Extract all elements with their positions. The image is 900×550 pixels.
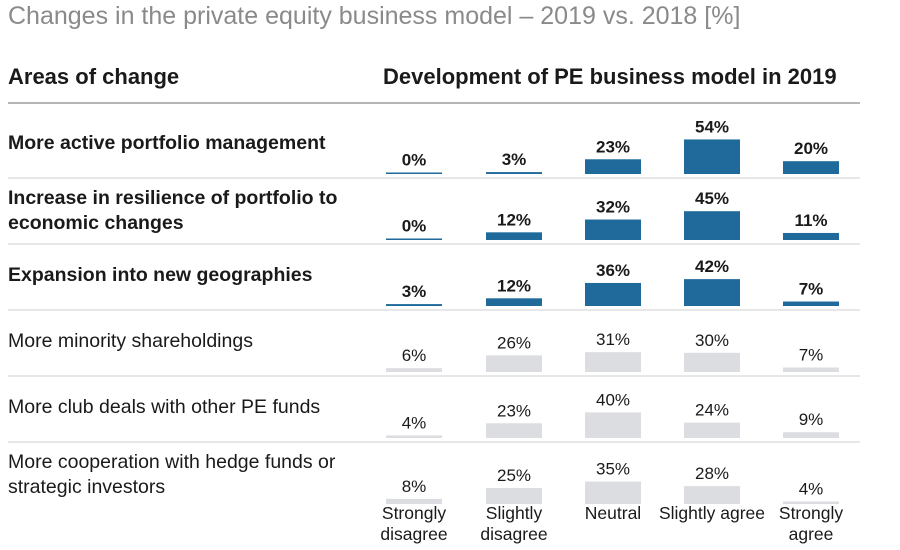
data-label: 24%	[695, 401, 729, 420]
column-label: Neutral	[558, 503, 668, 524]
row-label-line: More club deals with other PE funds	[8, 396, 321, 418]
bar	[684, 211, 740, 240]
bar	[783, 161, 839, 174]
data-label: 32%	[596, 198, 630, 217]
bar	[486, 298, 542, 306]
column-label-line: Neutral	[584, 503, 642, 523]
bar	[386, 172, 442, 174]
bar	[585, 219, 641, 240]
bar	[486, 172, 542, 174]
bar	[783, 501, 839, 504]
bar	[386, 304, 442, 306]
areas-header: Areas of change	[8, 64, 180, 89]
data-label: 9%	[799, 410, 824, 429]
column-label-line: Slightly	[485, 503, 543, 523]
bar	[585, 159, 641, 174]
column-label: Strongly agree	[756, 503, 866, 545]
bar	[386, 238, 442, 240]
column-label-line: disagree	[380, 524, 448, 544]
data-label: 6%	[402, 346, 427, 365]
row-label: Increase in resilience of portfolio to ec…	[8, 186, 368, 236]
column-label-line: Slightly agree	[658, 503, 766, 523]
data-label: 20%	[794, 139, 828, 158]
data-label: 28%	[695, 464, 729, 483]
bar	[684, 279, 740, 306]
bar	[783, 232, 839, 240]
bar	[684, 486, 740, 504]
bar	[783, 432, 839, 438]
bar	[585, 412, 641, 438]
data-label: 23%	[497, 401, 531, 420]
row-label-line: economic changes	[8, 212, 184, 234]
data-label: 25%	[497, 466, 531, 485]
data-label: 11%	[794, 211, 827, 230]
row-label: More cooperation with hedge funds or stra…	[8, 450, 368, 500]
bar	[684, 139, 740, 174]
row-label: More club deals with other PE funds	[8, 395, 368, 420]
bar	[386, 498, 442, 504]
bar	[783, 301, 839, 306]
bar	[783, 367, 839, 372]
column-label-line: Strongly	[381, 503, 447, 523]
development-header: Development of PE business model in 2019	[383, 64, 837, 89]
row-label-line: More minority shareholdings	[8, 330, 253, 352]
row-label-line: More cooperation with hedge funds or	[8, 451, 336, 473]
column-label: Strongly disagree	[359, 503, 469, 545]
data-label: 0%	[402, 151, 427, 170]
column-label-line: Strongly	[778, 503, 844, 523]
row-label: Expansion into new geographies	[8, 263, 368, 288]
data-label: 40%	[596, 390, 630, 409]
column-label: Slightly disagree	[459, 503, 569, 545]
data-label: 7%	[799, 346, 824, 365]
data-label: 35%	[596, 460, 630, 479]
data-label: 54%	[695, 117, 729, 136]
row-label-line: Increase in resilience of portfolio to	[8, 187, 338, 209]
data-label: 4%	[799, 479, 824, 498]
bar	[585, 352, 641, 372]
column-label-line: agree	[788, 524, 834, 544]
data-label: 0%	[402, 217, 427, 236]
bar	[486, 488, 542, 504]
data-label: 12%	[497, 276, 531, 295]
bar	[585, 481, 641, 504]
row-label-line: strategic investors	[8, 476, 166, 498]
chart-title: Changes in the private equity business m…	[8, 2, 741, 30]
bar	[386, 368, 442, 372]
bar	[486, 232, 542, 240]
data-label: 31%	[596, 330, 630, 349]
data-label: 26%	[497, 333, 531, 352]
bar	[386, 435, 442, 438]
data-label: 12%	[497, 210, 531, 229]
bar	[684, 422, 740, 438]
bar	[486, 355, 542, 372]
data-label: 3%	[402, 282, 427, 301]
data-label: 45%	[695, 189, 729, 208]
data-label: 36%	[596, 261, 630, 280]
bar	[684, 352, 740, 372]
data-label: 3%	[502, 150, 527, 169]
bar	[585, 282, 641, 306]
row-label-line: Expansion into new geographies	[8, 264, 313, 286]
row-label: More active portfolio management	[8, 131, 368, 156]
data-label: 7%	[799, 280, 824, 299]
row-label: More minority shareholdings	[8, 329, 368, 354]
column-label-line: disagree	[480, 524, 548, 544]
data-label: 4%	[402, 413, 427, 432]
data-label: 8%	[402, 477, 427, 496]
bar	[486, 423, 542, 438]
row-label-line: More active portfolio management	[8, 132, 326, 154]
data-label: 30%	[695, 331, 729, 350]
data-label: 42%	[695, 257, 729, 276]
column-label: Slightly agree	[657, 503, 767, 524]
data-label: 23%	[596, 137, 630, 156]
